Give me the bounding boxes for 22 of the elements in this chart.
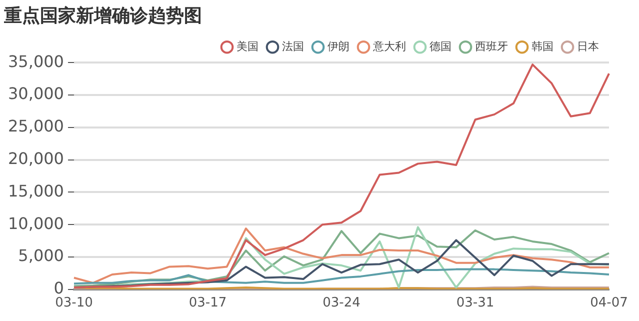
legend-label: 西班牙	[475, 40, 508, 53]
legend-label: 美国	[236, 40, 258, 53]
x-tick-label: 03-17	[188, 296, 227, 311]
y-tick-label: 5,000	[18, 246, 64, 266]
y-tick-label: 15,000	[8, 181, 64, 200]
x-tick-label: 03-10	[55, 296, 93, 311]
legend-label: 韩国	[532, 40, 554, 53]
legend-label: 意大利	[372, 40, 406, 53]
x-tick-label: 04-07	[590, 296, 628, 311]
legend-label: 伊朗	[328, 40, 350, 53]
y-tick-label: 25,000	[8, 116, 64, 136]
y-tick-label: 20,000	[8, 148, 64, 168]
x-tick-label: 03-24	[322, 296, 360, 311]
legend-label: 日本	[577, 40, 599, 53]
y-tick-label: 0	[54, 278, 64, 298]
legend-label: 法国	[282, 40, 304, 53]
y-tick-label: 10,000	[8, 214, 64, 233]
x-tick-label: 03-31	[456, 296, 494, 311]
chart-title: 重点国家新增确诊趋势图	[3, 5, 202, 26]
y-tick-label: 30,000	[8, 84, 64, 104]
y-tick-label: 35,000	[8, 52, 64, 71]
legend-label: 德国	[430, 40, 452, 53]
